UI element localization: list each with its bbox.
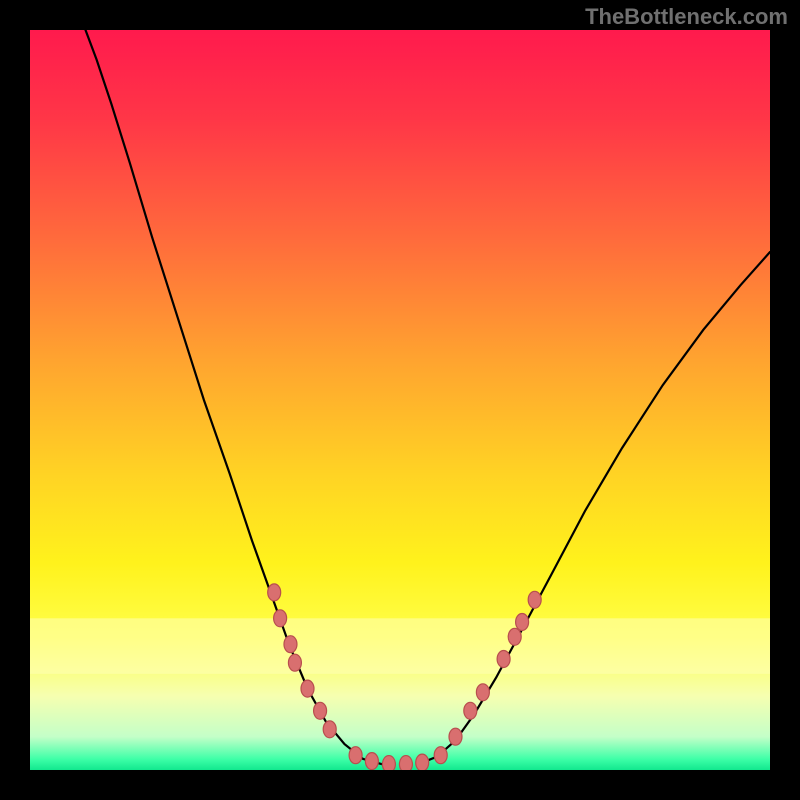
- marker-dot: [508, 628, 521, 645]
- marker-dot: [301, 680, 314, 697]
- marker-dot: [464, 702, 477, 719]
- pale-band: [30, 618, 770, 674]
- marker-dot: [323, 721, 336, 738]
- marker-dot: [349, 747, 362, 764]
- marker-dot: [284, 636, 297, 653]
- watermark-text: TheBottleneck.com: [585, 4, 788, 30]
- marker-dot: [382, 756, 395, 770]
- marker-dot: [528, 591, 541, 608]
- marker-dot: [274, 610, 287, 627]
- marker-dot: [497, 651, 510, 668]
- marker-dot: [288, 654, 301, 671]
- chart-canvas: TheBottleneck.com: [0, 0, 800, 800]
- marker-dot: [416, 754, 429, 770]
- marker-dot: [516, 614, 529, 631]
- marker-dot: [434, 747, 447, 764]
- marker-dot: [314, 702, 327, 719]
- marker-dot: [365, 753, 378, 770]
- marker-dot: [476, 684, 489, 701]
- marker-dot: [399, 756, 412, 770]
- plot-area: [30, 30, 770, 770]
- marker-dot: [268, 584, 281, 601]
- marker-dot: [449, 728, 462, 745]
